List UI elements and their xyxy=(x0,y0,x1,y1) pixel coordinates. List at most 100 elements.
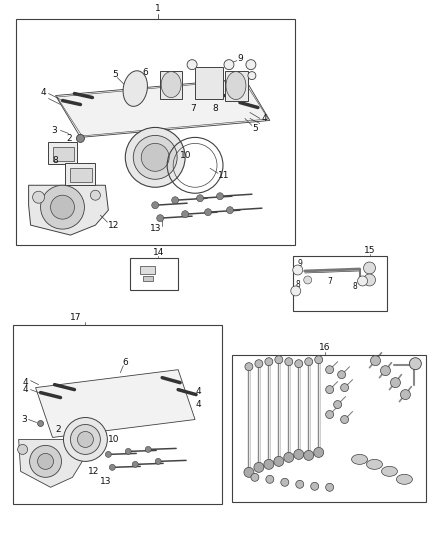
Circle shape xyxy=(197,195,204,201)
Circle shape xyxy=(294,449,304,459)
Circle shape xyxy=(295,360,303,368)
Circle shape xyxy=(245,362,253,370)
Circle shape xyxy=(224,60,234,70)
Circle shape xyxy=(381,366,390,376)
Ellipse shape xyxy=(381,466,397,477)
Circle shape xyxy=(30,446,61,478)
Text: 4: 4 xyxy=(262,114,268,123)
Circle shape xyxy=(304,450,314,461)
Circle shape xyxy=(50,195,74,219)
Text: 16: 16 xyxy=(319,343,330,352)
Text: 9: 9 xyxy=(237,54,243,63)
Text: 1: 1 xyxy=(155,4,161,13)
Bar xyxy=(143,276,153,281)
Circle shape xyxy=(274,456,284,466)
Circle shape xyxy=(265,358,273,366)
Circle shape xyxy=(326,366,334,374)
Circle shape xyxy=(390,378,400,387)
Bar xyxy=(48,142,78,164)
Circle shape xyxy=(244,467,254,478)
Text: 2: 2 xyxy=(67,134,72,143)
Ellipse shape xyxy=(367,459,382,470)
Circle shape xyxy=(172,197,179,204)
Text: 15: 15 xyxy=(364,246,375,255)
Circle shape xyxy=(145,447,151,453)
Circle shape xyxy=(357,276,367,286)
Circle shape xyxy=(326,483,334,491)
Text: 9: 9 xyxy=(297,259,302,268)
Circle shape xyxy=(338,370,346,378)
Circle shape xyxy=(334,401,342,409)
Circle shape xyxy=(41,185,85,229)
Circle shape xyxy=(304,276,312,284)
Circle shape xyxy=(64,417,107,462)
Text: 12: 12 xyxy=(108,221,120,230)
Circle shape xyxy=(133,135,177,179)
Text: 8: 8 xyxy=(295,280,300,289)
Circle shape xyxy=(38,454,53,470)
Circle shape xyxy=(110,464,115,470)
Text: 7: 7 xyxy=(190,104,196,113)
Circle shape xyxy=(296,480,304,488)
Text: 7: 7 xyxy=(327,278,332,286)
Bar xyxy=(293,256,388,311)
Polygon shape xyxy=(19,439,83,487)
Circle shape xyxy=(410,358,421,370)
Circle shape xyxy=(78,432,93,447)
Circle shape xyxy=(264,459,274,470)
Circle shape xyxy=(205,209,212,216)
Text: 8: 8 xyxy=(212,104,218,113)
Text: 17: 17 xyxy=(70,313,81,322)
Circle shape xyxy=(90,190,100,200)
Circle shape xyxy=(106,451,111,457)
Circle shape xyxy=(152,201,159,209)
Circle shape xyxy=(364,262,375,274)
Text: 4: 4 xyxy=(23,378,28,387)
Bar xyxy=(140,266,155,274)
Circle shape xyxy=(77,134,85,142)
Circle shape xyxy=(125,127,185,187)
Circle shape xyxy=(291,286,301,296)
Circle shape xyxy=(254,462,264,472)
Circle shape xyxy=(38,421,43,426)
Bar xyxy=(71,168,92,182)
Circle shape xyxy=(341,416,349,424)
Ellipse shape xyxy=(161,71,181,98)
Circle shape xyxy=(255,360,263,368)
Text: 4: 4 xyxy=(195,400,201,409)
Circle shape xyxy=(400,390,410,400)
Text: 8: 8 xyxy=(352,282,357,292)
Circle shape xyxy=(266,475,274,483)
Circle shape xyxy=(226,207,233,214)
Circle shape xyxy=(326,410,334,418)
Bar xyxy=(160,71,182,99)
Circle shape xyxy=(18,445,28,455)
Circle shape xyxy=(141,143,169,171)
Bar xyxy=(13,325,222,504)
Bar xyxy=(225,71,248,101)
Circle shape xyxy=(284,453,294,462)
Text: 12: 12 xyxy=(88,467,100,476)
Text: 4: 4 xyxy=(41,88,46,97)
Text: 13: 13 xyxy=(100,477,112,486)
Circle shape xyxy=(216,193,223,200)
Circle shape xyxy=(187,60,197,70)
Circle shape xyxy=(311,482,319,490)
Polygon shape xyxy=(35,370,195,438)
Circle shape xyxy=(248,71,256,79)
Circle shape xyxy=(281,478,289,486)
Ellipse shape xyxy=(123,71,148,107)
Circle shape xyxy=(132,462,138,467)
Text: 10: 10 xyxy=(180,151,191,160)
Circle shape xyxy=(293,265,303,275)
Polygon shape xyxy=(56,78,270,138)
Circle shape xyxy=(364,274,375,286)
Text: 3: 3 xyxy=(21,415,27,424)
Circle shape xyxy=(275,356,283,364)
Text: 6: 6 xyxy=(123,358,128,367)
Circle shape xyxy=(285,358,293,366)
Text: 8: 8 xyxy=(53,156,58,165)
Text: 3: 3 xyxy=(52,126,57,135)
Circle shape xyxy=(341,384,349,392)
Circle shape xyxy=(314,447,324,457)
